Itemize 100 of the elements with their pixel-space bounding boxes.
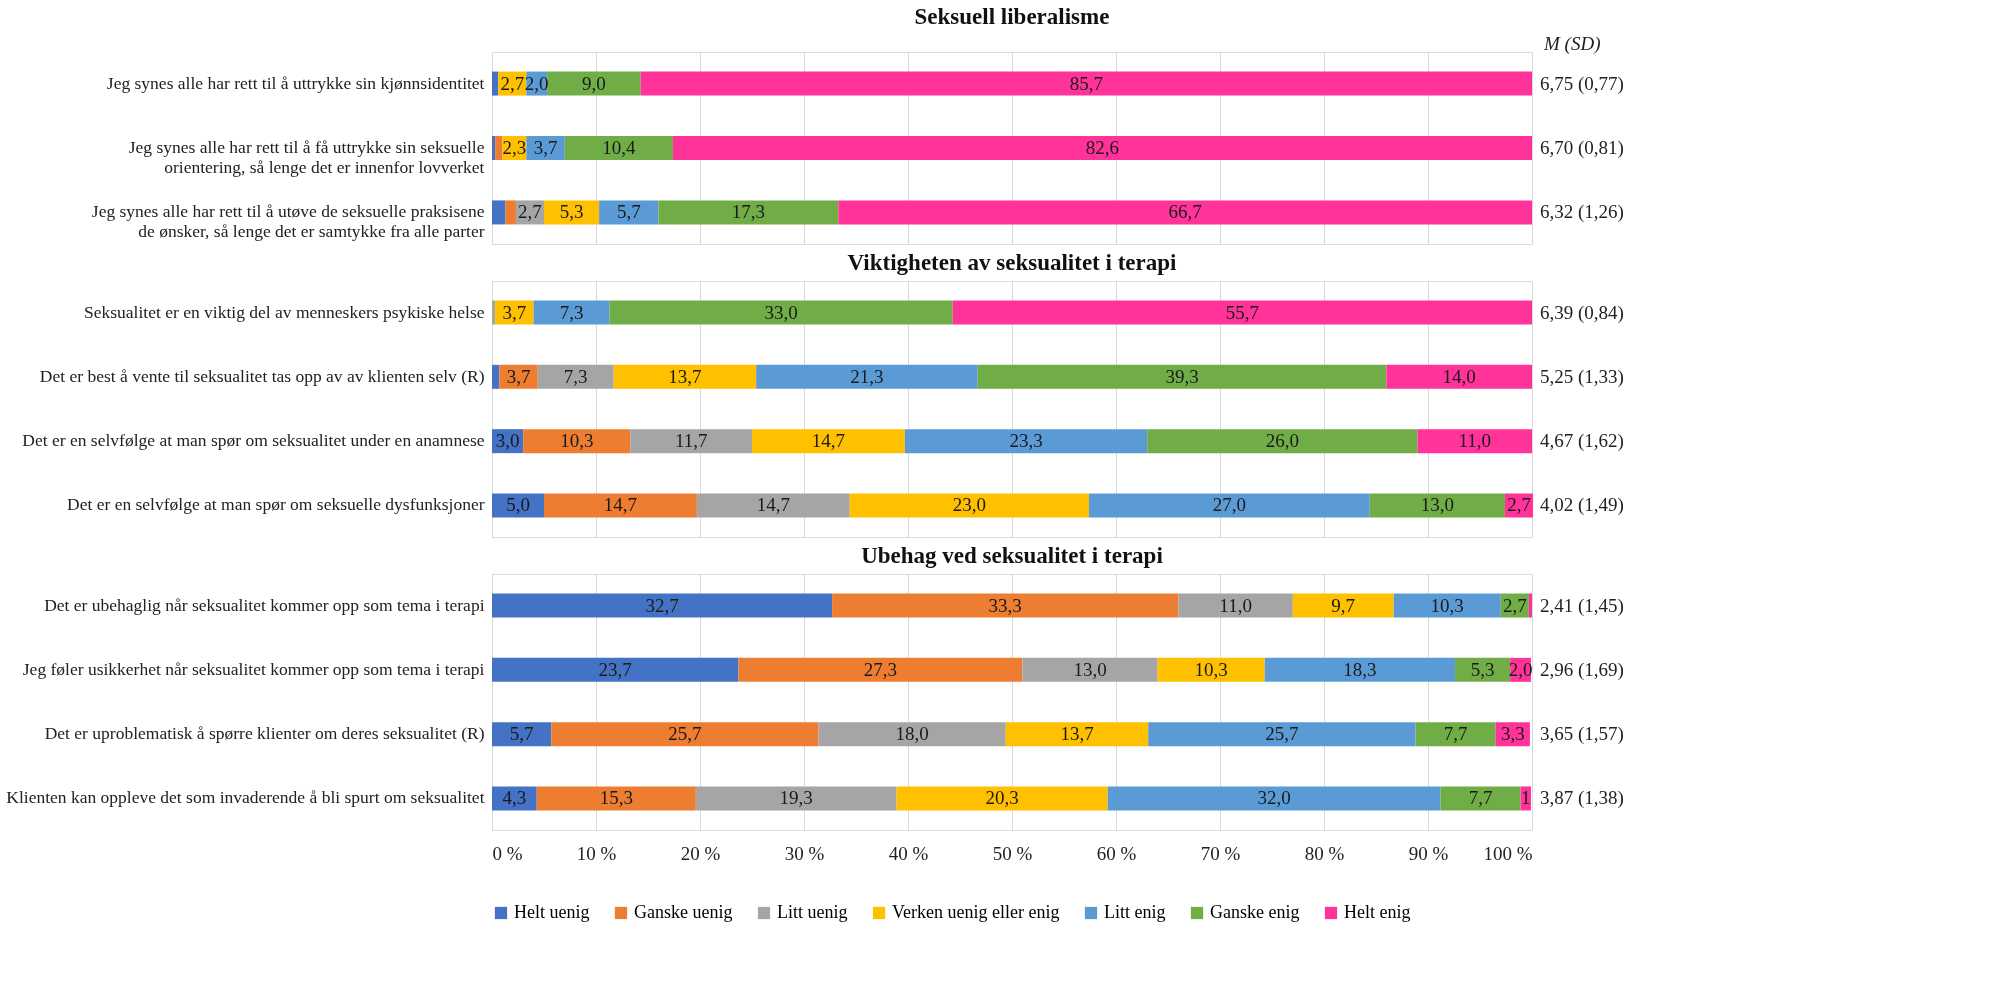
x-tick-label: 90 %	[1408, 842, 1449, 864]
y-tick-label: Seksualitet er en viktig del av menneskers psykiske helse	[84, 301, 485, 322]
data-label: 9,0	[582, 72, 606, 94]
x-tick-label: 80 %	[1304, 842, 1345, 864]
data-label: 33,3	[988, 594, 1022, 616]
bar	[536, 786, 696, 811]
data-label: 14,7	[603, 494, 638, 516]
legend-label: Helt uenig	[514, 902, 590, 922]
bar	[977, 364, 1387, 389]
y-tick-label: Jeg synes alle har rett til å utøve de seksuelle praksisene de ønsker, så lenge det er samtykke fra alle parter	[91, 201, 485, 241]
bar	[492, 657, 739, 682]
y-tick-label: Jeg synes alle har rett til å uttrykke sin kjønnsidentitet	[106, 72, 485, 93]
bar	[599, 200, 659, 225]
bar	[952, 300, 1532, 325]
bar	[1157, 657, 1265, 682]
data-label: 5,0	[506, 494, 530, 516]
data-label: 5,3	[1470, 658, 1495, 680]
data-label: 21,3	[850, 365, 884, 387]
chart-title: Seksuell liberalisme	[914, 4, 1110, 29]
text: 4,02 (1,49)	[1540, 494, 1624, 516]
data-label: 23,7	[598, 658, 632, 680]
bar	[1147, 429, 1418, 454]
data-label: 19,3	[779, 787, 813, 809]
bar	[672, 136, 1532, 160]
bar	[1005, 722, 1149, 747]
bar	[492, 593, 833, 618]
legend-label: Litt uenig	[777, 902, 848, 922]
bar	[832, 593, 1179, 618]
bar	[1528, 593, 1532, 618]
bar	[564, 136, 673, 160]
data-label: 39,3	[1165, 365, 1199, 387]
bar	[544, 493, 697, 518]
bar	[752, 429, 905, 454]
bar	[533, 300, 610, 325]
data-label: 3,7	[502, 301, 527, 323]
data-label: 13,0	[1073, 658, 1107, 680]
text: 2,96 (1,69)	[1540, 659, 1624, 681]
data-label: 3,3	[1500, 723, 1525, 745]
data-label: 33,0	[764, 301, 798, 323]
data-label: 82,6	[1085, 137, 1120, 158]
bar	[818, 722, 1006, 747]
bar	[495, 136, 503, 160]
data-label: 10,3	[1194, 658, 1228, 680]
text: 6,75 (0,77)	[1540, 73, 1624, 95]
bar	[492, 722, 552, 747]
bar	[492, 364, 500, 389]
x-tick-label: 30 %	[784, 842, 825, 864]
data-label: 26,0	[1265, 430, 1300, 452]
x-tick-label: 100 %	[1483, 842, 1533, 864]
data-label: 23,0	[952, 494, 986, 516]
bar	[1264, 657, 1456, 682]
bar	[1292, 593, 1394, 618]
y-tick-label: Klienten kan oppleve det som invaderende å bli spurt om seksualitet	[6, 787, 485, 808]
data-label: 14,0	[1442, 365, 1476, 387]
bar	[547, 71, 641, 96]
bar	[1088, 493, 1370, 518]
data-label: 2,7	[1507, 494, 1531, 516]
bar	[1417, 429, 1532, 454]
bar	[658, 200, 839, 225]
bar	[695, 786, 897, 811]
data-label: 13,7	[1060, 723, 1094, 745]
data-label: 32,7	[645, 594, 679, 616]
bar	[756, 364, 978, 389]
data-label: 11,7	[674, 430, 708, 452]
bar	[1369, 493, 1505, 518]
data-label: 2,7	[518, 201, 542, 223]
data-label: 17,3	[731, 201, 765, 223]
data-label: 23,3	[1009, 430, 1043, 452]
data-label: 7,7	[1443, 723, 1468, 745]
bar	[609, 300, 953, 325]
data-label: 7,7	[1468, 787, 1493, 809]
data-label: 20,3	[985, 787, 1019, 809]
text: 2,41 (1,45)	[1540, 595, 1624, 617]
text: 6,39 (0,84)	[1540, 302, 1624, 324]
bar	[1178, 593, 1293, 618]
data-label: 13,0	[1420, 494, 1454, 516]
y-tick-label: Det er en selvfølge at man spør om seksuelle dysfunksjoner	[67, 494, 485, 515]
bar	[523, 429, 631, 454]
bar	[492, 136, 496, 160]
bar	[613, 364, 757, 389]
bar	[551, 722, 819, 747]
data-label: 5,7	[509, 723, 534, 745]
bar	[1386, 364, 1532, 389]
y-tick-label: Det er en selvfølge at man spør om seksualitet under en anamnese	[22, 430, 485, 451]
text: 3,65 (1,57)	[1540, 723, 1624, 745]
text: 3,87 (1,38)	[1540, 787, 1624, 809]
data-label: 85,7	[1069, 72, 1103, 94]
data-label: 4,3	[502, 787, 527, 809]
data-label: 1	[1521, 787, 1531, 809]
y-tick-label: Jeg synes alle har rett til å få uttrykke sin seksuelle orientering, så lenge det er innenfor lovverket	[128, 137, 485, 177]
data-label: 10,3	[560, 430, 594, 452]
data-label: 7,3	[559, 301, 584, 323]
legend-label: Ganske enig	[1210, 902, 1300, 922]
data-label: 3,0	[495, 430, 520, 452]
text: 5,25 (1,33)	[1540, 366, 1624, 388]
bar	[505, 200, 516, 225]
data-label: 25,7	[1265, 723, 1299, 745]
legend-label: Verken uenig eller enig	[892, 902, 1060, 922]
x-tick-label: 50 %	[992, 842, 1033, 864]
bar	[1148, 722, 1416, 747]
